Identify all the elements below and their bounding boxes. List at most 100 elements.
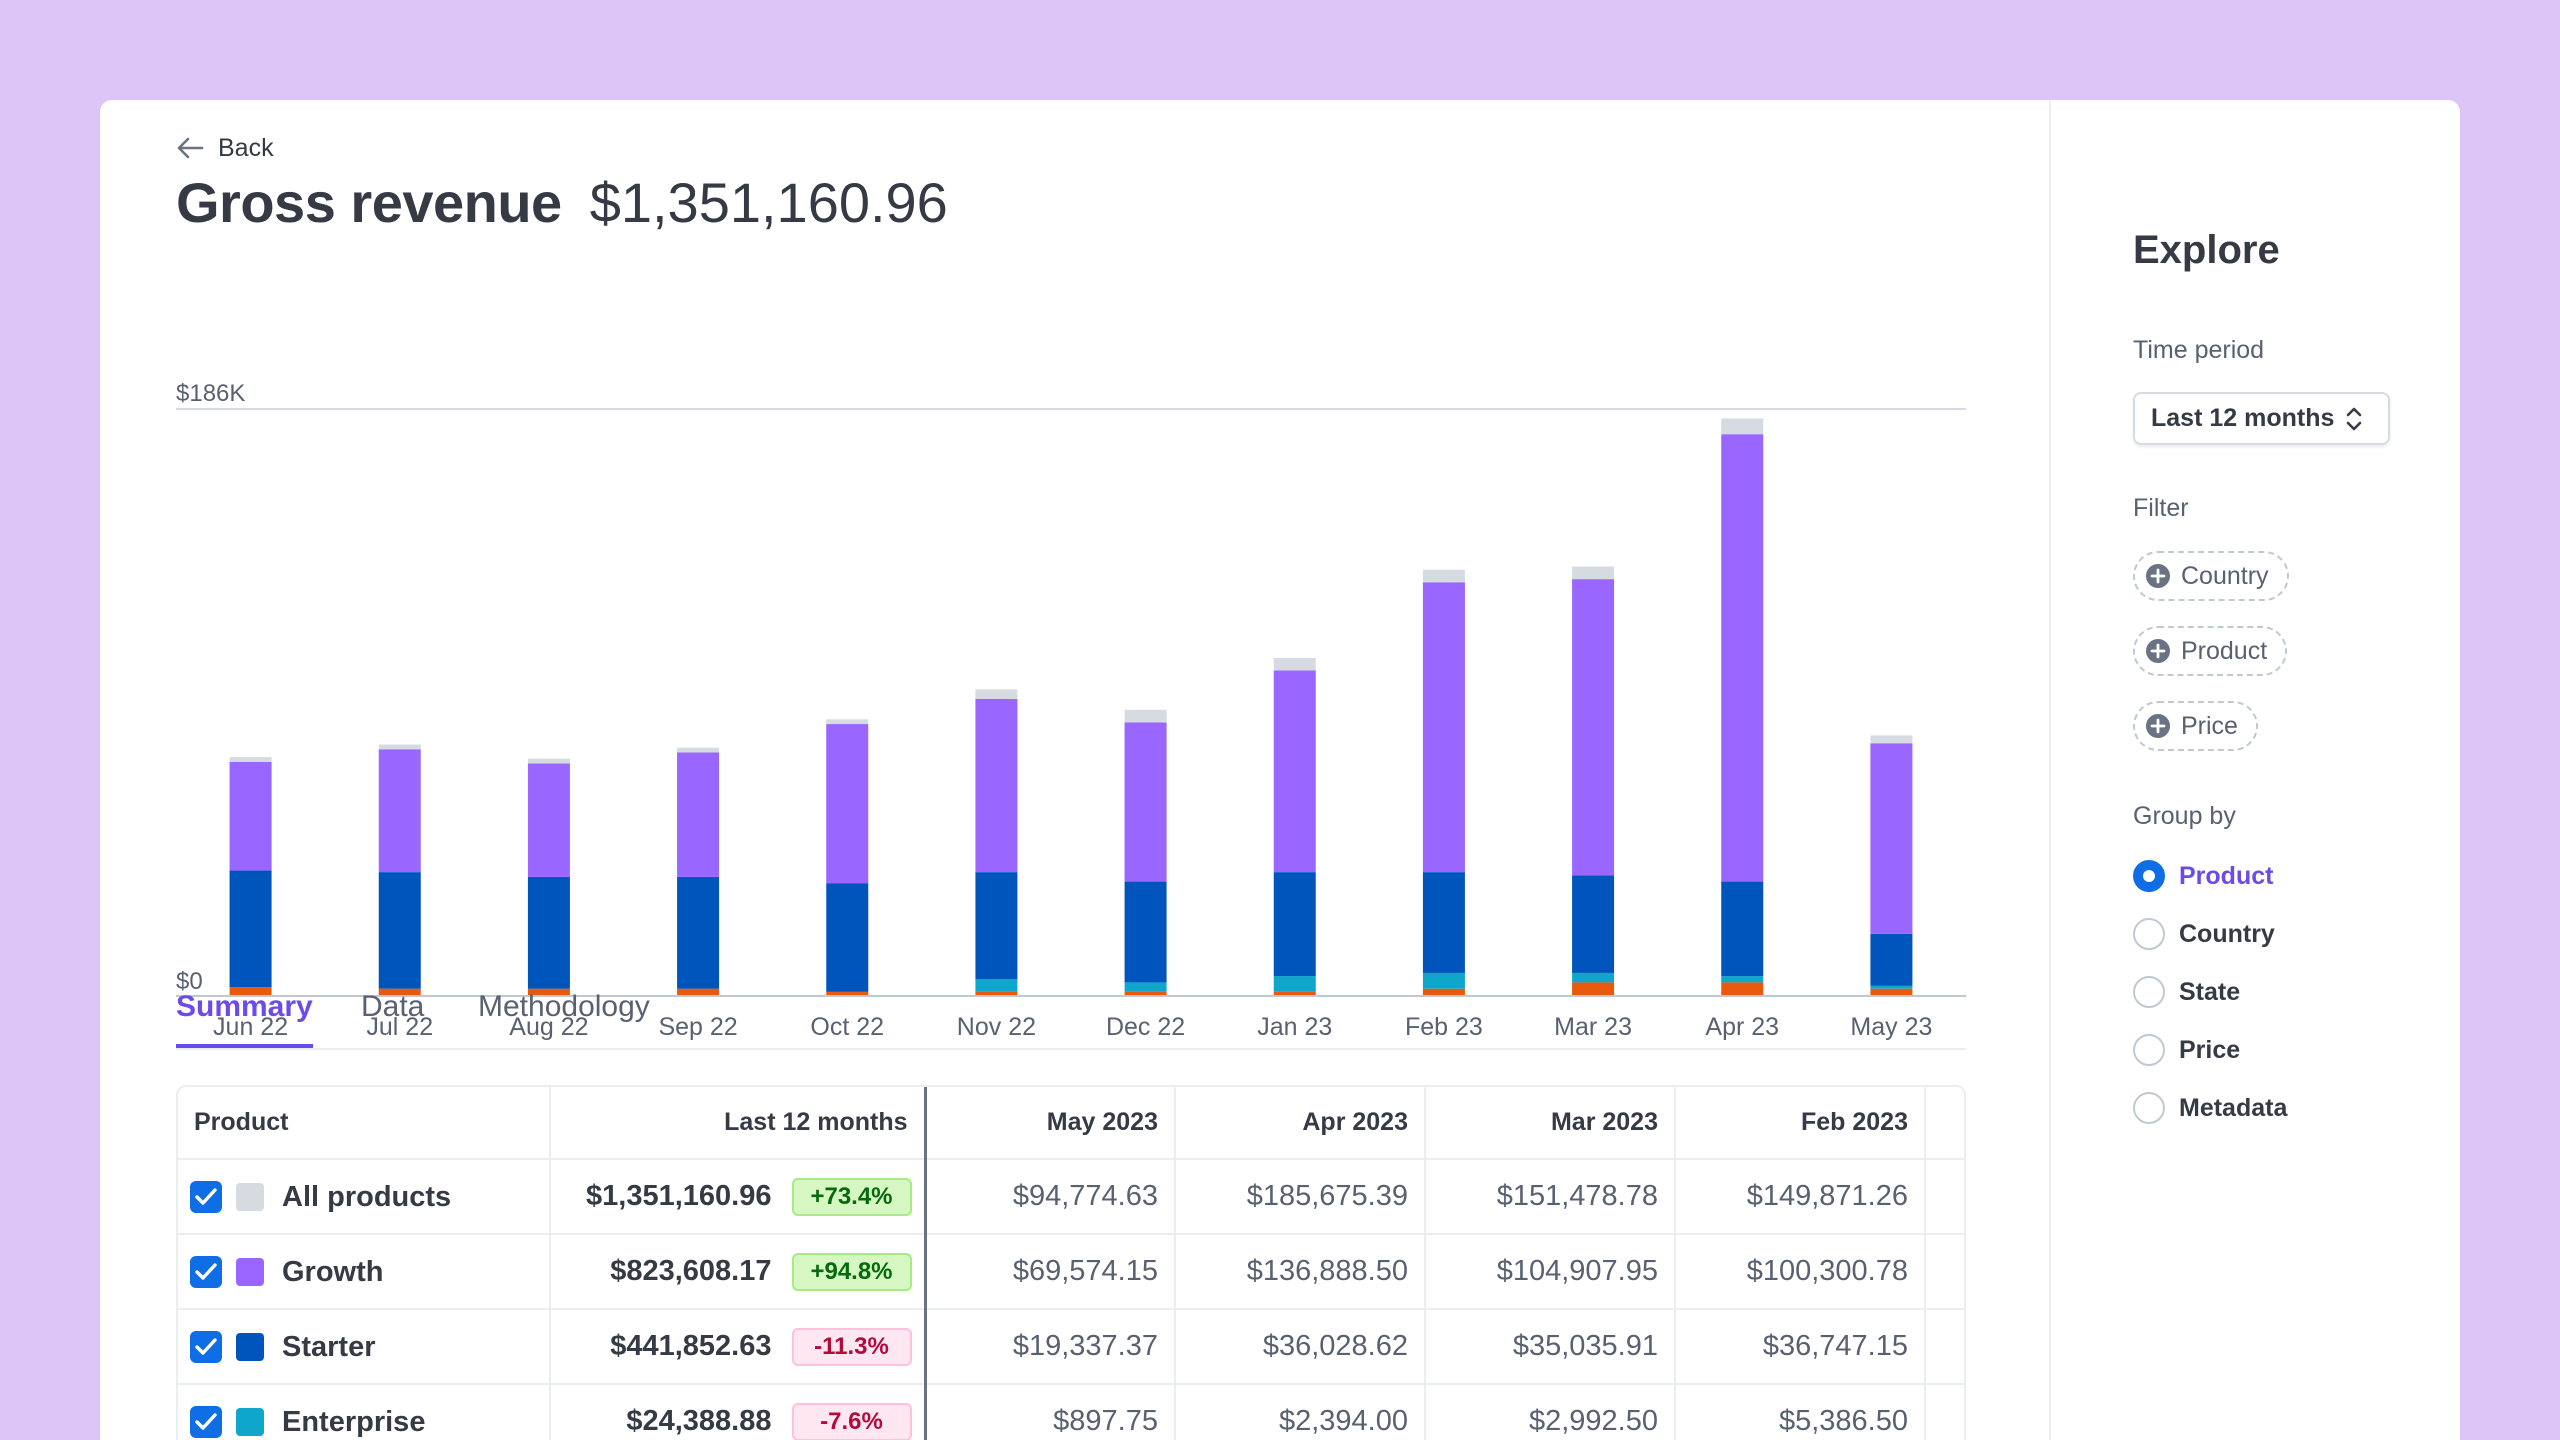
group-by-state-radio[interactable]: State: [2133, 974, 2240, 1010]
bar-segment-growth-mar-23[interactable]: [1572, 579, 1615, 876]
bar-segment-starter-dec-22[interactable]: [1124, 881, 1167, 983]
bar-segment-starter-oct-22[interactable]: [826, 883, 869, 992]
group-by-product-radio[interactable]: Product: [2133, 858, 2273, 894]
filter-price-button[interactable]: Price: [2133, 701, 2258, 751]
bar-segment-starter-jan-23[interactable]: [1273, 872, 1316, 977]
filter-country-button[interactable]: Country: [2133, 551, 2289, 601]
change-badge: +94.8%: [791, 1252, 912, 1291]
bar-segment-remainder-nov-22[interactable]: [975, 689, 1018, 699]
bar-segment-remainder-oct-22[interactable]: [826, 719, 869, 725]
col-header-product[interactable]: Product: [178, 1087, 551, 1160]
bar-segment-growth-nov-22[interactable]: [975, 698, 1018, 873]
revenue-chart-svg: $186K $0 Jun 22 Jul 22 Aug 22 Sep 22 Oct 22 Nov…: [176, 380, 1966, 1041]
bar-segment-other-jun-22[interactable]: [229, 987, 272, 995]
bar-segment-remainder-jun-22[interactable]: [229, 757, 272, 762]
bar-segment-starter-may-23[interactable]: [1870, 933, 1913, 986]
product-cell: All products: [178, 1159, 551, 1235]
bar-segment-other-aug-22[interactable]: [527, 988, 570, 995]
checkbox-checked[interactable]: [190, 1405, 222, 1438]
back-label: Back: [218, 133, 274, 162]
bar-segment-enterprise-may-23[interactable]: [1870, 985, 1913, 989]
bar-segment-remainder-jan-23[interactable]: [1273, 657, 1316, 671]
bar-segment-growth-jan-23[interactable]: [1273, 670, 1316, 873]
bar-segment-starter-nov-22[interactable]: [975, 872, 1018, 980]
bar-segment-starter-jun-22[interactable]: [229, 870, 272, 988]
bar-segment-other-feb-23[interactable]: [1422, 988, 1465, 995]
bar-segment-other-sep-22[interactable]: [677, 988, 720, 995]
last-12-months-value: $823,608.17: [610, 1255, 772, 1287]
revenue-chart: $186K $0 Jun 22 Jul 22 Aug 22 Sep 22 Oct 22 Nov…: [100, 270, 2049, 1050]
bar-segment-other-apr-23[interactable]: [1721, 982, 1764, 995]
bar-segment-starter-feb-23[interactable]: [1422, 872, 1465, 973]
table-row-growth[interactable]: Growth $823,608.17 +94.8% $69,574.15 $136,88…: [178, 1234, 1964, 1310]
page-total: $1,351,160.96: [589, 171, 948, 234]
bar-segment-growth-feb-23[interactable]: [1422, 582, 1465, 873]
table-row-enterprise[interactable]: Enterprise $24,388.88 -7.6% $897.75 $2,394.0…: [178, 1384, 1964, 1440]
checkbox-checked[interactable]: [190, 1255, 222, 1288]
bar-segment-starter-aug-22[interactable]: [527, 876, 570, 989]
bar-segment-other-nov-22[interactable]: [975, 991, 1018, 995]
col-header-may-2023[interactable]: May 2023: [925, 1087, 1176, 1160]
tab-data[interactable]: Data: [361, 990, 425, 1023]
bar-segment-other-jan-23[interactable]: [1273, 991, 1316, 995]
bar-segment-growth-oct-22[interactable]: [826, 724, 869, 884]
bar-segment-enterprise-dec-22[interactable]: [1124, 982, 1167, 992]
bar-segment-other-jul-22[interactable]: [378, 988, 421, 995]
bar-segment-growth-sep-22[interactable]: [677, 752, 720, 877]
bar-segment-remainder-mar-23[interactable]: [1572, 566, 1615, 580]
group-by-metadata-radio[interactable]: Metadata: [2133, 1090, 2287, 1126]
bar-segment-remainder-sep-22[interactable]: [677, 747, 720, 753]
tab-summary[interactable]: Summary: [176, 990, 313, 1048]
filter-product-button[interactable]: Product: [2133, 626, 2288, 676]
bar-segment-starter-mar-23[interactable]: [1572, 875, 1615, 973]
month-value-cell: $94,774.63: [925, 1159, 1176, 1235]
bar-segment-other-may-23[interactable]: [1870, 988, 1913, 995]
table-row-starter[interactable]: Starter $441,852.63 -11.3% $19,337.37 $36,02…: [178, 1309, 1964, 1385]
bar-segment-remainder-jul-22[interactable]: [378, 744, 421, 750]
x-tick-label: Feb 23: [1405, 1013, 1483, 1041]
bar-segment-remainder-dec-22[interactable]: [1124, 709, 1167, 723]
group-by-metadata-label: Metadata: [2179, 1093, 2288, 1122]
checkbox-checked[interactable]: [190, 1180, 222, 1213]
bar-segment-growth-dec-22[interactable]: [1124, 722, 1167, 882]
bar-segment-growth-jun-22[interactable]: [229, 761, 272, 871]
time-period-select[interactable]: Last 12 months: [2133, 392, 2390, 445]
bar-segment-other-mar-23[interactable]: [1572, 982, 1615, 995]
time-period-label: Time period: [2133, 336, 2265, 364]
bar-segment-other-oct-22[interactable]: [826, 991, 869, 995]
col-header-mar-2023[interactable]: Mar 2023: [1425, 1087, 1676, 1160]
bar-segment-growth-jul-22[interactable]: [378, 749, 421, 873]
bar-segment-enterprise-mar-23[interactable]: [1572, 972, 1615, 983]
group-by-price-label: Price: [2179, 1035, 2241, 1064]
bar-segment-enterprise-feb-23[interactable]: [1422, 972, 1465, 989]
group-by-price-radio[interactable]: Price: [2133, 1032, 2240, 1068]
month-value-cell: $897.75: [925, 1384, 1176, 1440]
page-title: Gross revenue: [176, 171, 562, 234]
bar-segment-starter-apr-23[interactable]: [1721, 881, 1764, 977]
checkbox-checked[interactable]: [190, 1330, 222, 1363]
col-header-feb-2023[interactable]: Feb 2023: [1675, 1087, 1926, 1160]
table-row-all-products[interactable]: All products $1,351,160.96 +73.4% $94,774.6…: [178, 1159, 1964, 1235]
bar-segment-other-dec-22[interactable]: [1124, 991, 1167, 995]
group-by-country-radio[interactable]: Country: [2133, 916, 2275, 952]
tab-methodology[interactable]: Methodology: [478, 990, 650, 1023]
bar-segment-enterprise-nov-22[interactable]: [975, 979, 1018, 992]
col-header-last-12-months[interactable]: Last 12 months: [550, 1087, 927, 1160]
bar-segment-remainder-feb-23[interactable]: [1422, 569, 1465, 583]
bar-segment-remainder-may-23[interactable]: [1870, 735, 1913, 744]
bar-segment-remainder-aug-22[interactable]: [527, 758, 570, 764]
radio-selected-icon: [2133, 860, 2165, 892]
back-link[interactable]: Back: [176, 128, 274, 168]
bar-segment-remainder-apr-23[interactable]: [1721, 418, 1764, 435]
bar-segment-starter-sep-22[interactable]: [677, 876, 720, 989]
col-header-apr-2023[interactable]: Apr 2023: [1175, 1087, 1426, 1160]
bar-segment-growth-may-23[interactable]: [1870, 743, 1913, 934]
radio-empty-icon: [2133, 976, 2165, 1008]
bar-segment-enterprise-apr-23[interactable]: [1721, 976, 1764, 983]
bar-segment-growth-aug-22[interactable]: [527, 763, 570, 877]
bar-segment-enterprise-jan-23[interactable]: [1273, 976, 1316, 992]
month-value-cell: $151,478.78: [1425, 1159, 1676, 1235]
check-icon: [195, 1413, 217, 1430]
bar-segment-growth-apr-23[interactable]: [1721, 434, 1764, 882]
bar-segment-starter-jul-22[interactable]: [378, 872, 421, 989]
